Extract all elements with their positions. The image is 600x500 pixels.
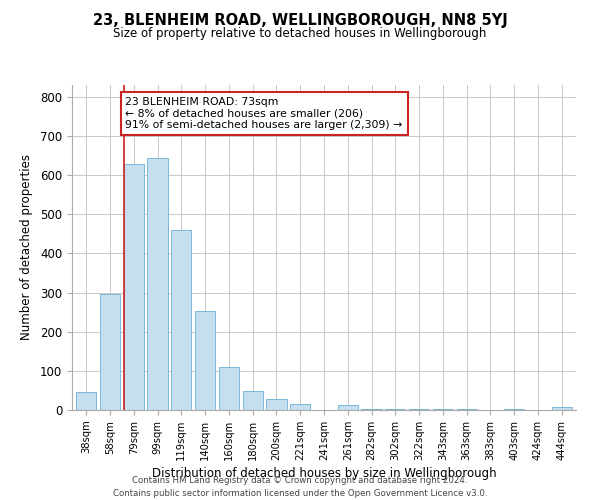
Bar <box>242 391 263 410</box>
Text: Contains HM Land Registry data © Crown copyright and database right 2024.
Contai: Contains HM Land Registry data © Crown c… <box>113 476 487 498</box>
Bar <box>148 158 167 410</box>
Text: 23 BLENHEIM ROAD: 73sqm
← 8% of detached houses are smaller (206)
91% of semi-de: 23 BLENHEIM ROAD: 73sqm ← 8% of detached… <box>125 96 403 130</box>
Bar <box>76 392 97 410</box>
Bar <box>385 409 406 410</box>
Bar <box>338 406 358 410</box>
Bar <box>361 409 382 410</box>
Bar <box>433 409 453 410</box>
Bar <box>551 407 572 410</box>
X-axis label: Distribution of detached houses by size in Wellingborough: Distribution of detached houses by size … <box>152 467 496 480</box>
Bar <box>504 409 524 410</box>
Bar <box>457 409 477 410</box>
Bar <box>171 230 191 410</box>
Bar <box>124 164 144 410</box>
Bar <box>290 404 310 410</box>
Bar <box>195 311 215 410</box>
Y-axis label: Number of detached properties: Number of detached properties <box>20 154 33 340</box>
Bar <box>100 294 120 410</box>
Bar <box>219 367 239 410</box>
Bar <box>266 399 287 410</box>
Text: Size of property relative to detached houses in Wellingborough: Size of property relative to detached ho… <box>113 28 487 40</box>
Bar <box>409 409 429 410</box>
Text: 23, BLENHEIM ROAD, WELLINGBOROUGH, NN8 5YJ: 23, BLENHEIM ROAD, WELLINGBOROUGH, NN8 5… <box>92 12 508 28</box>
